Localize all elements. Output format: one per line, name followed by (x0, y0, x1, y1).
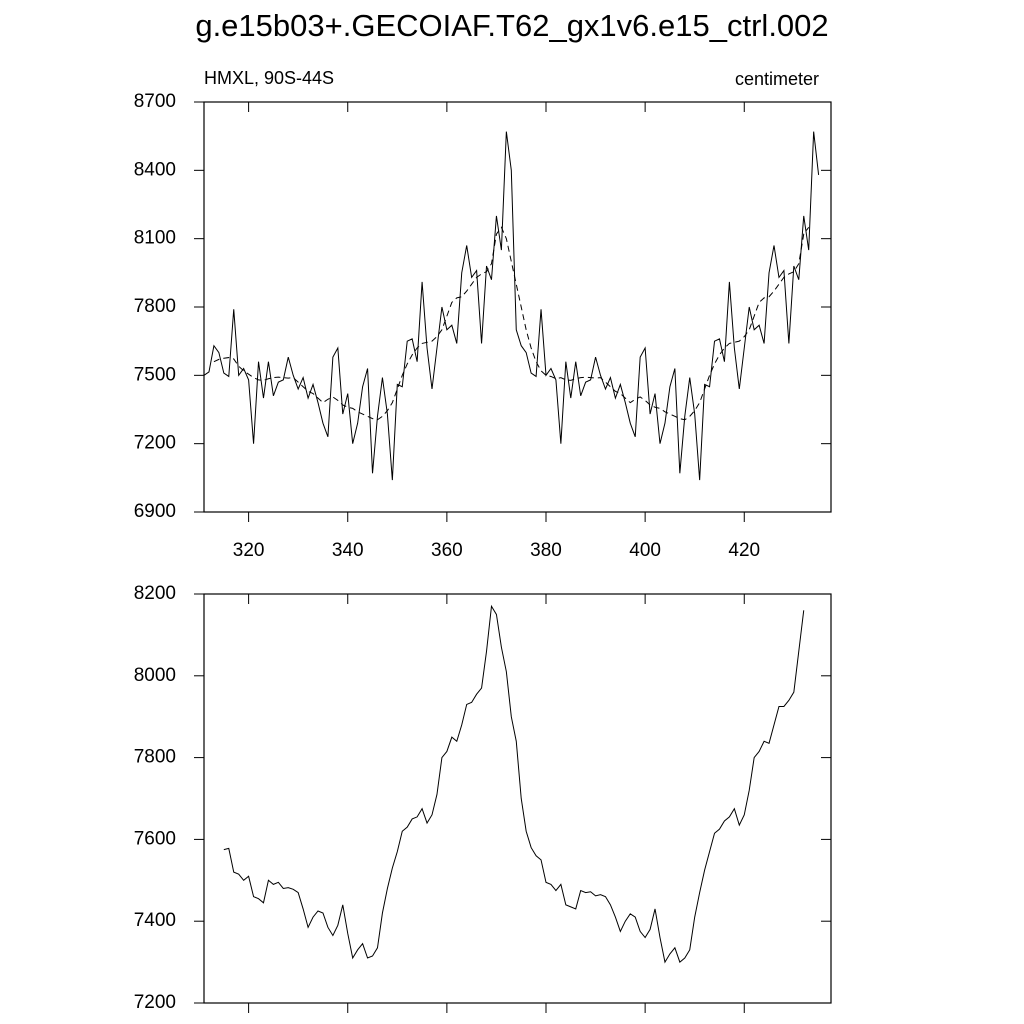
y-tick-label: 7200 (134, 433, 176, 454)
data-line (203, 131, 820, 481)
x-tick-label: 380 (530, 540, 562, 561)
plot-frame (203, 593, 832, 1004)
y-tick-label: 8000 (134, 665, 176, 686)
y-tick-label: 7500 (134, 364, 176, 385)
data-line (223, 604, 805, 964)
y-tick-label: 8200 (134, 583, 176, 604)
y-tick-label: 8400 (134, 159, 176, 180)
x-tick-label: 320 (233, 540, 265, 561)
y-tick-label: 6900 (134, 501, 176, 522)
y-tick-label: 8700 (134, 91, 176, 112)
y-tick-label: 7200 (134, 992, 176, 1013)
data-line (213, 226, 810, 421)
y-tick-label: 7600 (134, 828, 176, 849)
x-tick-label: 400 (629, 540, 661, 561)
subtitle-left: HMXL, 90S-44S (204, 68, 334, 88)
y-tick-label: 7400 (134, 910, 176, 931)
y-tick-label: 7800 (134, 296, 176, 317)
plot-frame (203, 101, 832, 513)
x-tick-label: 360 (431, 540, 463, 561)
x-tick-label: 420 (728, 540, 760, 561)
x-tick-label: 340 (332, 540, 364, 561)
y-tick-label: 7800 (134, 747, 176, 768)
figure-title: g.e15b03+.GECOIAF.T62_gx1v6.e15_ctrl.002 (195, 8, 828, 43)
y-tick-label: 8100 (134, 228, 176, 249)
subtitle-right: centimeter (735, 69, 819, 89)
